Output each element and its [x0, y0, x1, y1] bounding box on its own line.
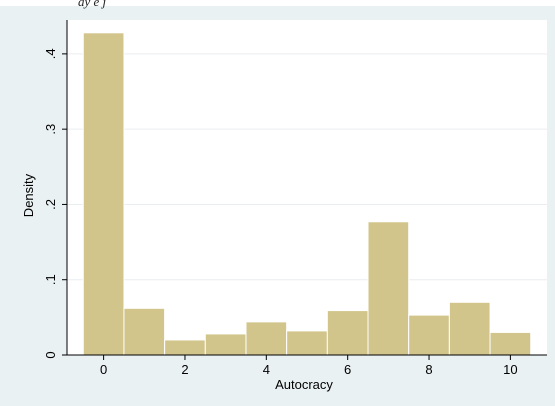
y-tick-label: .3 [43, 124, 58, 135]
y-tick-label: .2 [43, 199, 58, 210]
histogram-bar [164, 339, 206, 356]
y-tick-label: .4 [43, 48, 58, 59]
gridlines [67, 53, 547, 281]
histogram-bar [82, 32, 125, 356]
x-tick-label: 10 [503, 362, 517, 377]
histogram-bar [123, 307, 166, 356]
histogram-bar [367, 221, 410, 356]
bars [82, 32, 532, 356]
cropped-caption-text: ay e j [78, 0, 107, 9]
x-tick-label: 8 [425, 362, 432, 377]
x-axis-title: Autocracy [275, 377, 333, 392]
x-tick-label: 0 [100, 362, 107, 377]
histogram-bar [489, 331, 532, 356]
x-tick-label: 4 [263, 362, 270, 377]
y-tick-label: .1 [43, 274, 58, 285]
x-tick-label: 2 [181, 362, 188, 377]
histogram-bar [286, 330, 328, 356]
histogram-bar [326, 310, 369, 356]
y-tick-label: 0 [43, 351, 58, 358]
histogram-bar [408, 314, 450, 356]
y-axis-title: Density [21, 173, 36, 217]
x-tick-label: 6 [344, 362, 351, 377]
histogram-bar [448, 301, 491, 356]
histogram-bar [204, 333, 247, 356]
plot-area [67, 20, 547, 355]
axes: 0 2 4 6 8 10 0 .1 .2 .3 .4 [43, 20, 547, 377]
histogram-bar [245, 321, 288, 356]
